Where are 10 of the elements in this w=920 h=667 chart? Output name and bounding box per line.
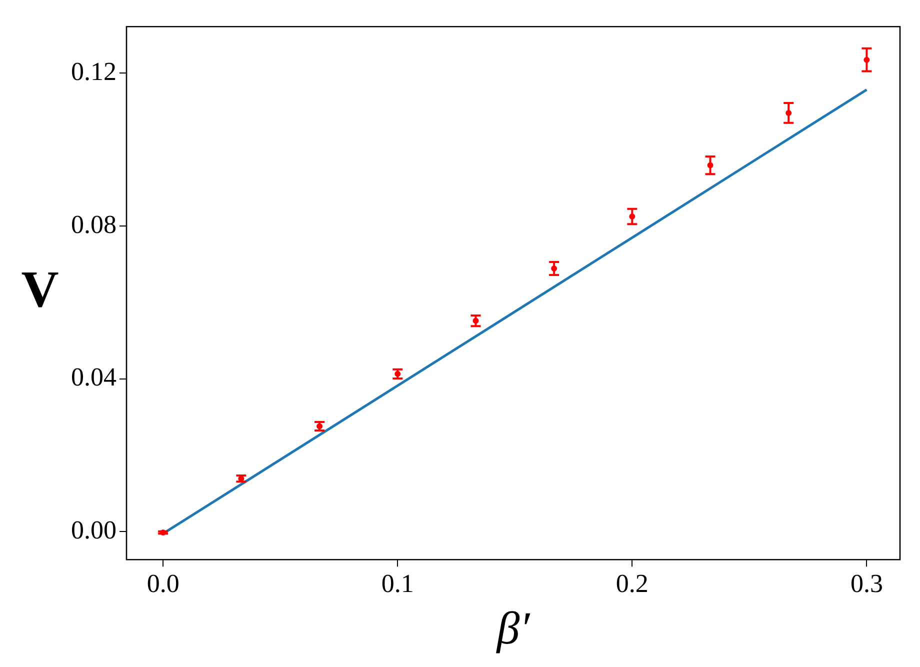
y-tick-label: 0.04 — [71, 362, 116, 392]
x-tick-label: 0.0 — [146, 569, 180, 598]
x-axis-title: β′ — [496, 602, 531, 654]
y-tick-label: 0.12 — [71, 57, 116, 86]
y-axis-title: V — [21, 262, 59, 319]
y-tick-label: 0.00 — [71, 516, 116, 545]
x-tick-label: 0.2 — [616, 569, 648, 598]
y-tick-label: 0.08 — [71, 210, 116, 239]
x-tick-label: 0.3 — [850, 569, 883, 598]
x-tick-label: 0.1 — [381, 569, 414, 598]
